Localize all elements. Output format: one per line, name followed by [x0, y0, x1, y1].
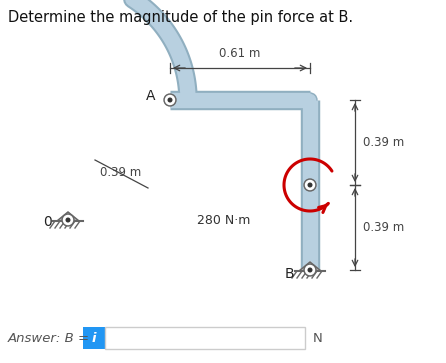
Circle shape [304, 179, 316, 191]
Circle shape [308, 268, 312, 272]
Circle shape [303, 93, 317, 107]
Text: B: B [285, 267, 294, 281]
Circle shape [306, 265, 314, 274]
Text: 0: 0 [43, 215, 52, 229]
Text: 0.61 m: 0.61 m [219, 47, 261, 60]
Circle shape [308, 183, 312, 187]
Polygon shape [299, 262, 321, 271]
Circle shape [168, 98, 172, 102]
Circle shape [165, 95, 174, 105]
Circle shape [305, 94, 315, 106]
Text: A: A [145, 89, 155, 103]
Circle shape [66, 218, 70, 222]
Text: 0.39 m: 0.39 m [363, 221, 404, 234]
Text: 280 N·m: 280 N·m [197, 213, 250, 227]
Circle shape [306, 180, 314, 189]
Text: i: i [92, 331, 96, 344]
FancyBboxPatch shape [105, 327, 305, 349]
Text: N: N [313, 331, 323, 344]
Circle shape [304, 264, 316, 276]
Text: 0.39 m: 0.39 m [100, 166, 141, 179]
Text: Answer: B =: Answer: B = [8, 331, 95, 344]
Circle shape [62, 214, 74, 226]
Circle shape [63, 216, 73, 224]
Polygon shape [57, 212, 79, 221]
Circle shape [164, 94, 176, 106]
FancyBboxPatch shape [83, 327, 105, 349]
Text: 0.39 m: 0.39 m [363, 136, 404, 149]
Text: Determine the magnitude of the pin force at B.: Determine the magnitude of the pin force… [8, 10, 353, 25]
